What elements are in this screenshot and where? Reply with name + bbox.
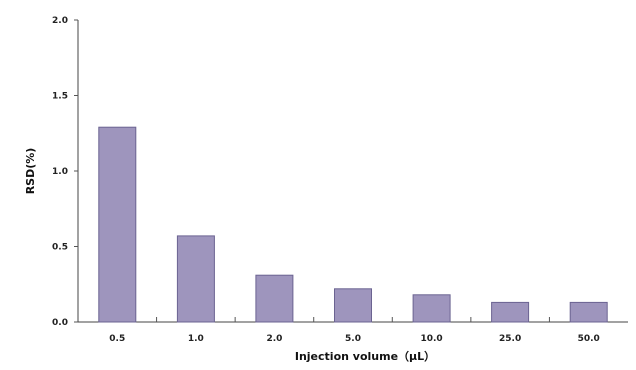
bar-10.0 — [412, 294, 451, 323]
bar-5.0 — [334, 288, 372, 323]
x-tick-label: 0.5 — [109, 334, 125, 344]
x-tick-label: 1.0 — [188, 334, 204, 344]
y-tick-label: 2.0 — [52, 16, 68, 26]
x-tick-label: 10.0 — [420, 334, 442, 344]
x-tick-label: 2.0 — [266, 334, 282, 344]
y-tick-label: 0.5 — [52, 243, 68, 253]
y-axis: 0.0 0.5 1.0 1.5 2.0 — [52, 16, 79, 328]
y-tick-label: 0.0 — [52, 318, 68, 328]
x-tick-label: 5.0 — [345, 334, 361, 344]
bar-2.0 — [255, 274, 294, 323]
bars — [98, 126, 608, 323]
x-tick-label: 25.0 — [499, 334, 521, 344]
y-tick-label: 1.0 — [52, 167, 68, 177]
y-tick-label: 1.5 — [52, 92, 68, 102]
bar-1.0 — [176, 235, 215, 323]
bar-25.0 — [491, 301, 530, 323]
x-tick-label: 50.0 — [578, 334, 600, 344]
bar-0.5 — [98, 126, 137, 323]
bar-50.0 — [569, 301, 608, 323]
x-axis-title: Injection volume（μL） — [295, 350, 435, 363]
y-axis-title: RSD(%) — [24, 148, 37, 195]
